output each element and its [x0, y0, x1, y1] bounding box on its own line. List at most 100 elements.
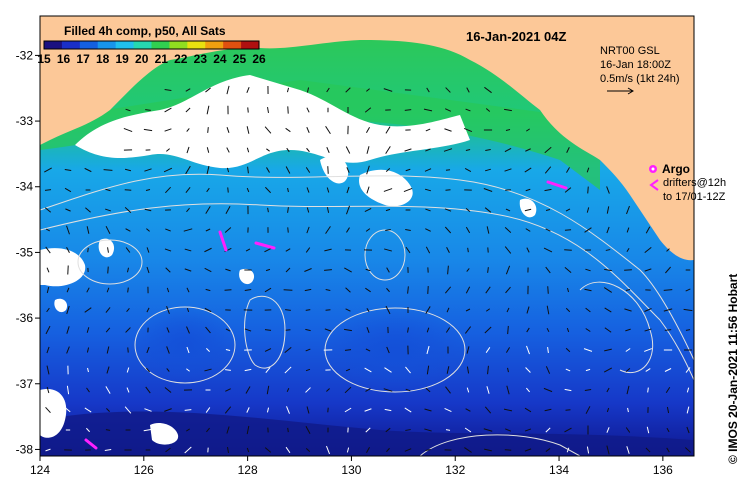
current-arrow: [463, 127, 473, 133]
current-arrow: [566, 147, 570, 153]
current-arrow: [146, 346, 150, 354]
current-arrow: [206, 147, 210, 153]
current-arrow: [484, 406, 492, 414]
colorbar-label: 20: [135, 52, 149, 66]
current-arrow: [625, 348, 631, 352]
current-arrow: [385, 146, 391, 154]
current-arrow: [504, 147, 512, 153]
current-arrow: [127, 287, 129, 293]
current-arrow: [404, 448, 412, 452]
current-arrow: [464, 326, 472, 334]
current-arrow: [626, 227, 630, 233]
current-arrow: [666, 248, 670, 252]
argo-star-icon: [649, 165, 657, 173]
current-arrow: [464, 427, 472, 433]
current-arrow: [444, 226, 452, 234]
current-arrow: [504, 428, 512, 432]
current-arrow: [486, 386, 490, 394]
current-arrow: [447, 265, 449, 275]
lon-tick-label: 124: [30, 463, 50, 477]
current-arrow: [506, 307, 510, 313]
current-arrow: [604, 268, 612, 272]
current-arrow: [185, 88, 191, 92]
current-arrow: [685, 367, 691, 373]
current-arrow: [505, 347, 511, 353]
current-arrow: [645, 447, 651, 453]
current-arrow: [384, 367, 392, 373]
current-arrow: [424, 168, 432, 172]
current-arrow: [445, 429, 451, 431]
current-arrow: [86, 387, 90, 393]
current-arrow: [625, 328, 631, 332]
current-arrow: [346, 205, 350, 215]
current-arrow: [644, 308, 652, 312]
current-arrow: [625, 367, 631, 373]
current-arrow: [404, 407, 412, 413]
current-arrow: [665, 266, 671, 274]
current-arrow: [543, 247, 553, 253]
current-arrow: [84, 167, 92, 173]
current-arrow: [264, 329, 272, 331]
current-arrow: [487, 365, 489, 375]
current-arrow: [186, 346, 190, 354]
current-arrow: [524, 407, 532, 413]
current-arrow: [224, 406, 232, 414]
current-scale: 0.5m/s (1kt 24h): [600, 73, 679, 85]
current-arrow: [124, 207, 132, 213]
current-arrow: [583, 348, 593, 352]
current-arrow: [265, 366, 271, 374]
current-arrow: [405, 229, 411, 231]
drifter-arrow-icon: [649, 179, 659, 191]
current-arrow: [285, 309, 291, 311]
current-arrow: [305, 368, 311, 372]
current-arrow: [525, 148, 531, 152]
current-arrow: [324, 248, 332, 252]
current-arrow: [425, 448, 431, 452]
current-arrow: [466, 346, 470, 354]
current-arrow: [544, 166, 552, 174]
current-arrow: [425, 128, 431, 132]
current-arrow: [526, 247, 530, 253]
current-arrow: [584, 288, 592, 292]
current-arrow: [526, 345, 530, 355]
current-arrow: [624, 308, 632, 312]
current-arrow: [425, 208, 431, 212]
current-arrow: [665, 386, 671, 394]
current-arrow: [226, 127, 230, 133]
current-arrow: [525, 228, 531, 232]
current-arrow: [465, 207, 471, 213]
current-arrow: [506, 385, 510, 395]
current-arrow: [484, 86, 492, 94]
current-arrow: [344, 386, 352, 394]
current-arrow: [366, 146, 370, 154]
current-arrow: [444, 407, 452, 413]
current-arrow: [246, 447, 250, 453]
current-arrow: [487, 267, 489, 273]
current-arrow: [346, 186, 350, 194]
colorbar-frame: [43, 40, 260, 50]
current-arrow: [385, 228, 391, 232]
current-arrow: [465, 308, 471, 312]
current-arrow: [545, 448, 551, 452]
current-arrow: [204, 247, 212, 253]
current-arrow: [184, 268, 192, 272]
current-arrow: [184, 446, 192, 454]
current-arrow: [666, 447, 670, 453]
current-arrow: [346, 167, 350, 173]
current-arrow: [46, 307, 50, 313]
current-arrow: [164, 128, 172, 132]
current-arrow: [467, 247, 469, 253]
current-arrow: [166, 287, 170, 293]
colorbar-swatch: [61, 41, 81, 49]
current-arrow: [285, 127, 291, 133]
current-arrow: [365, 228, 371, 232]
current-arrow: [186, 128, 190, 132]
current-arrow: [606, 186, 610, 194]
current-arrow: [144, 208, 152, 212]
current-arrow: [146, 367, 150, 373]
current-arrow: [524, 428, 532, 432]
current-arrow: [185, 165, 191, 175]
current-arrow: [46, 267, 50, 273]
current-arrow: [404, 148, 412, 152]
sst-contours: [40, 173, 694, 456]
